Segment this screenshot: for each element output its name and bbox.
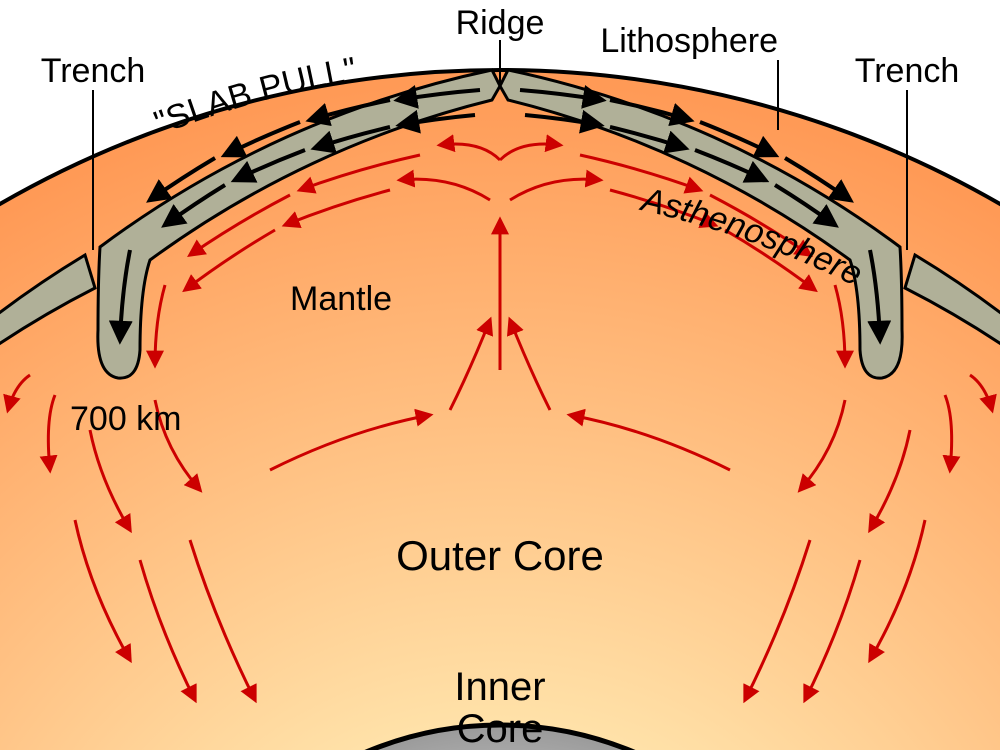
trench-right-label: Trench: [855, 52, 960, 90]
seven-hundred-km-label: 700 km: [70, 400, 182, 438]
inner-core-label-1: Inner: [454, 665, 545, 709]
mantle-convection-diagram: Ridge Trench Trench Lithosphere "SLAB PU…: [0, 0, 1000, 750]
ridge-label: Ridge: [456, 4, 545, 42]
outer-core-label: Outer Core: [396, 532, 604, 579]
trench-left-label: Trench: [41, 52, 146, 90]
lithosphere-label: Lithosphere: [600, 22, 778, 60]
mantle-label: Mantle: [290, 280, 392, 318]
inner-core-label-2: Core: [457, 707, 544, 750]
